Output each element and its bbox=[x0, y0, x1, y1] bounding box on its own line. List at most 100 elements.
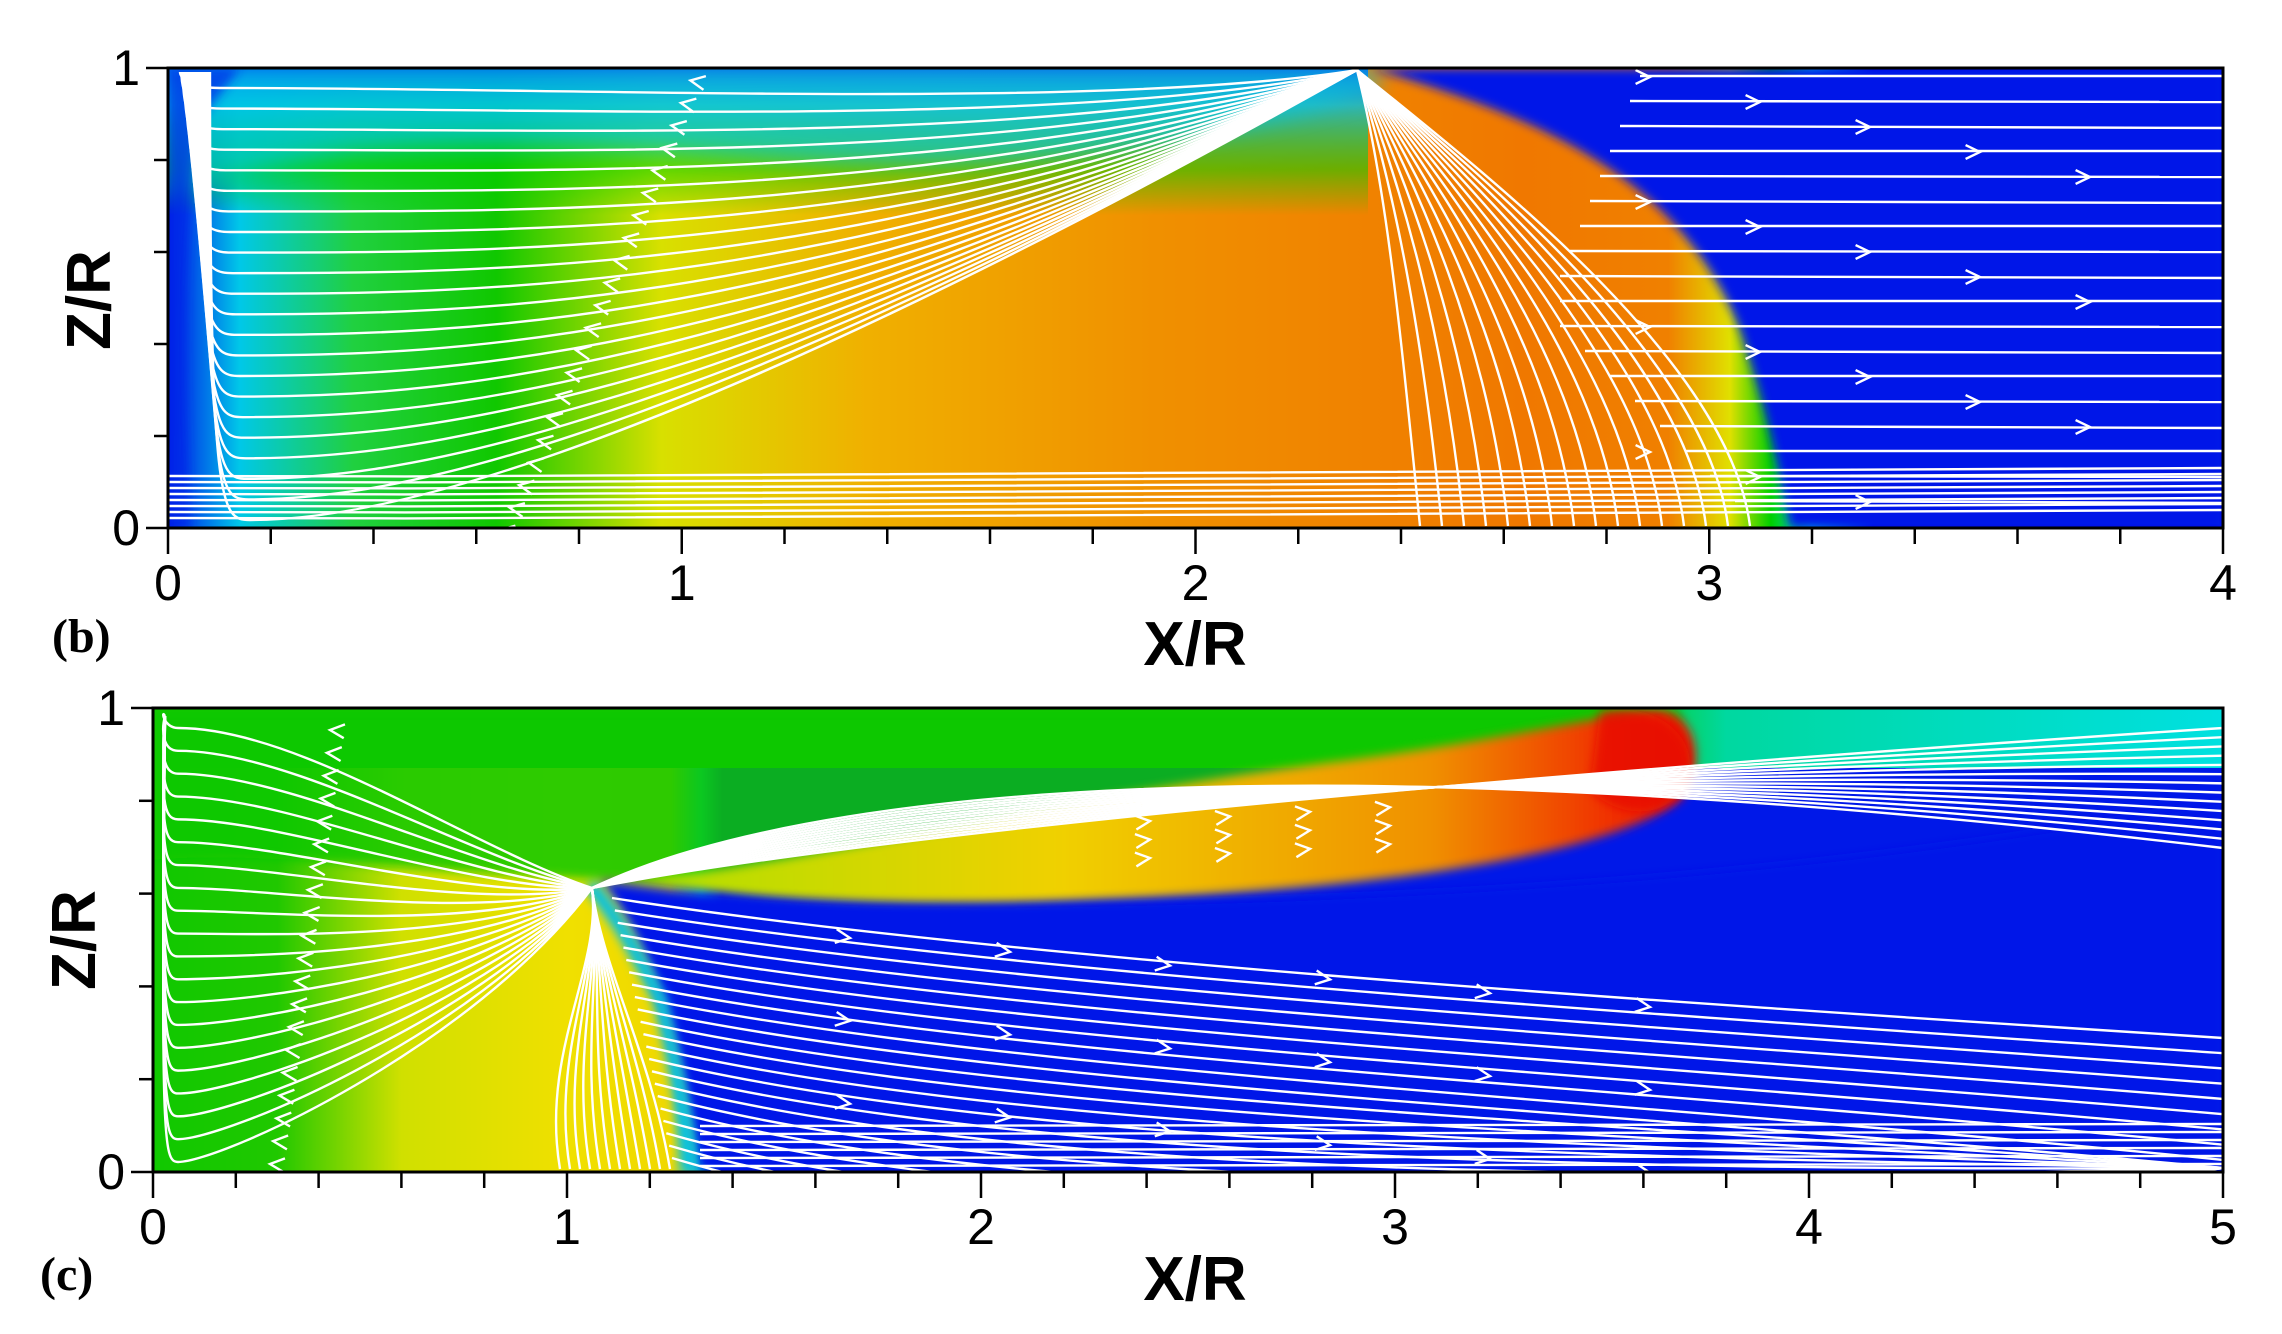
panel-c-y-ticks: 01 bbox=[97, 680, 153, 1200]
panel-b-y-axis-label: Z/R bbox=[55, 250, 124, 350]
streamline bbox=[1356, 69, 1598, 527]
x-tick-label: 3 bbox=[1695, 555, 1723, 611]
streamline bbox=[1355, 69, 1554, 527]
streamline-arrow bbox=[311, 837, 330, 854]
streamline bbox=[168, 466, 2223, 478]
streamline-arrow bbox=[1635, 68, 1653, 86]
streamline bbox=[634, 995, 2223, 1162]
streamline bbox=[628, 971, 2223, 1131]
streamline bbox=[208, 68, 1358, 522]
streamline bbox=[620, 933, 2223, 1085]
streamline bbox=[591, 784, 2223, 890]
streamline-arrow bbox=[308, 860, 327, 877]
streamline-arrow bbox=[1855, 368, 1873, 386]
streamline-arrow bbox=[276, 1088, 295, 1105]
streamline bbox=[699, 1122, 2223, 1128]
streamline bbox=[591, 772, 2223, 890]
streamline-arrow bbox=[687, 74, 707, 91]
streamline bbox=[1356, 69, 1730, 527]
streamline bbox=[623, 946, 2223, 1101]
streamline bbox=[591, 736, 2223, 890]
streamline bbox=[1356, 69, 1708, 527]
streamline-arrow bbox=[295, 951, 314, 968]
streamline-arrow bbox=[1634, 1080, 1653, 1096]
streamline-arrow bbox=[1635, 443, 1653, 461]
streamline bbox=[1629, 99, 2223, 104]
streamline-arrow bbox=[1314, 969, 1333, 986]
streamline-arrow bbox=[1635, 193, 1653, 211]
streamline-arrow bbox=[994, 1024, 1013, 1041]
streamline-arrow bbox=[1474, 1149, 1493, 1165]
streamline-arrow bbox=[659, 142, 678, 159]
streamline-arrow bbox=[1374, 800, 1393, 817]
streamline bbox=[168, 472, 2223, 484]
streamline bbox=[168, 508, 2223, 520]
streamline-arrow bbox=[1154, 955, 1173, 972]
panel-c-streamlines bbox=[162, 713, 2223, 1205]
streamline bbox=[631, 983, 2223, 1146]
streamline-arrow bbox=[1474, 983, 1493, 1000]
streamline bbox=[1356, 69, 1664, 527]
streamline bbox=[1356, 69, 1642, 527]
x-tick-label: 5 bbox=[2209, 1199, 2237, 1255]
streamline-arrow bbox=[2075, 418, 2093, 436]
streamline-arrow bbox=[314, 814, 333, 831]
streamline bbox=[1734, 499, 2223, 505]
streamline-arrow bbox=[995, 1191, 1010, 1205]
streamline-arrow bbox=[994, 1107, 1013, 1124]
streamline bbox=[699, 1162, 2223, 1168]
streamline bbox=[591, 785, 2223, 890]
streamline bbox=[1569, 249, 2223, 254]
y-tick-label: 1 bbox=[97, 680, 125, 736]
streamline bbox=[591, 745, 2223, 890]
streamline bbox=[1356, 69, 1620, 527]
streamline bbox=[168, 502, 2223, 514]
streamline-arrow bbox=[994, 941, 1013, 958]
streamline-arrow bbox=[668, 119, 688, 136]
streamline bbox=[1584, 349, 2223, 355]
streamline-arrow bbox=[270, 1134, 289, 1151]
streamline-arrow bbox=[1745, 343, 1763, 361]
streamline-arrow bbox=[640, 187, 659, 204]
panel-b-x-ticks: 0 1 2 3 4 bbox=[154, 528, 2237, 611]
streamline-arrow bbox=[835, 1178, 850, 1192]
streamline bbox=[626, 958, 2223, 1116]
streamline-arrow bbox=[1634, 997, 1653, 1014]
streamline-arrow bbox=[1855, 243, 1873, 261]
streamline-arrow bbox=[1635, 318, 1653, 336]
streamline-arrow bbox=[1965, 268, 1983, 286]
streamline-arrow bbox=[1134, 851, 1153, 868]
streamline bbox=[591, 782, 2223, 890]
streamline bbox=[611, 896, 2223, 1040]
panel-c-frame bbox=[151, 706, 2225, 1174]
streamline bbox=[657, 1094, 2223, 1172]
streamline-arrow bbox=[1214, 828, 1233, 845]
streamline-arrow bbox=[286, 1020, 305, 1037]
streamline-arrow bbox=[1294, 823, 1313, 840]
streamline bbox=[590, 887, 672, 1170]
streamline bbox=[1589, 199, 2223, 205]
streamline-arrow bbox=[506, 502, 526, 518]
streamline bbox=[591, 726, 2223, 890]
streamline bbox=[1659, 424, 2223, 430]
streamline-arrow bbox=[327, 723, 346, 740]
streamline-arrow bbox=[582, 322, 602, 339]
streamline bbox=[665, 1132, 2223, 1172]
streamline bbox=[1559, 324, 2223, 329]
streamline bbox=[637, 1008, 2223, 1170]
x-tick-label: 4 bbox=[2209, 555, 2237, 611]
streamline bbox=[643, 1033, 2223, 1170]
streamline-arrow bbox=[317, 791, 336, 808]
streamline bbox=[1355, 69, 1422, 527]
streamline-arrow bbox=[630, 209, 650, 226]
panel-b-streamlines bbox=[168, 68, 2223, 528]
streamline-arrow bbox=[1745, 218, 1763, 236]
streamline bbox=[1355, 69, 1510, 527]
streamline-arrow bbox=[1374, 837, 1393, 854]
streamline-arrow bbox=[292, 974, 311, 991]
streamline bbox=[1599, 174, 2223, 179]
streamline-arrow bbox=[649, 164, 669, 181]
streamline-arrow bbox=[554, 389, 573, 406]
